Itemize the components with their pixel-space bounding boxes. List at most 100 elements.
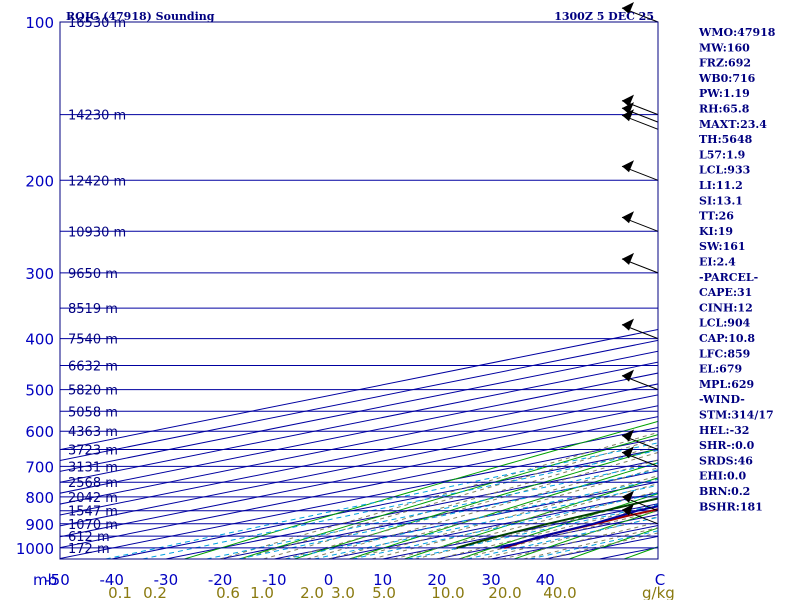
mixing-ratio-label: 20.0 xyxy=(488,584,521,600)
height-label: 1070 m xyxy=(68,518,118,533)
height-label: 9650 m xyxy=(68,267,118,282)
isotherm-line xyxy=(165,459,658,559)
sounding-index-item: SW:161 xyxy=(699,240,746,253)
height-label: 3723 m xyxy=(68,444,118,459)
sounding-index-item: EHI:0.0 xyxy=(699,470,746,483)
isotherm-line xyxy=(60,437,658,559)
isotherm-line xyxy=(60,372,658,494)
temperature-tick-label: -30 xyxy=(154,571,179,589)
sounding-index-item: WMO:47918 xyxy=(698,26,776,39)
height-label: 7540 m xyxy=(68,333,118,348)
sounding-index-item: CINH:12 xyxy=(699,301,753,314)
temperature-tick-label: 10 xyxy=(373,571,392,589)
height-label: 10930 m xyxy=(68,225,126,240)
dry-adiabat-line xyxy=(514,509,658,559)
moist-adiabat-line xyxy=(219,431,658,559)
sounding-index-item: -PARCEL- xyxy=(699,271,758,284)
sounding-index-item: TH:5648 xyxy=(699,133,753,146)
isotherm-line xyxy=(60,328,658,451)
temperature-tick-label: 30 xyxy=(482,571,501,589)
dry-adiabat-line xyxy=(569,527,658,559)
sounding-index-item: LI:11.2 xyxy=(699,179,743,192)
sounding-index-item: RH:65.8 xyxy=(699,103,750,116)
moist-adiabat-line xyxy=(285,451,658,559)
pressure-tick-label: 700 xyxy=(25,458,54,476)
wind-barb xyxy=(621,490,659,512)
sounding-index-item: L57:1.9 xyxy=(699,148,745,161)
wind-barb xyxy=(621,503,659,525)
dry-adiabat-line xyxy=(404,477,658,559)
mixing-ratio-line xyxy=(285,478,658,559)
dewpoint-profile xyxy=(456,497,658,549)
dry-adiabat-line xyxy=(294,447,658,559)
sounding-index-item: SRDS:46 xyxy=(699,454,753,467)
sounding-index-item: CAP:10.8 xyxy=(699,332,755,345)
height-label: 172 m xyxy=(68,542,110,557)
sounding-index-item: SI:13.1 xyxy=(699,194,743,207)
pressure-tick-label: 600 xyxy=(25,423,54,441)
mixing-ratio-label: 0.2 xyxy=(143,584,167,600)
height-label: 2042 m xyxy=(68,491,118,506)
mixing-ratio-line xyxy=(314,484,658,559)
sounding-index-item: HEL:-32 xyxy=(699,424,749,437)
sounding-index-item: EI:2.4 xyxy=(699,256,736,269)
sounding-index-item: BSHR:181 xyxy=(699,500,763,513)
isotherm-line xyxy=(545,535,658,559)
sounding-index-item: WB0:716 xyxy=(698,72,756,85)
wind-barb xyxy=(621,318,659,340)
pressure-tick-label: 300 xyxy=(25,265,54,283)
valid-time: 1300Z 5 DEC 25 xyxy=(554,10,654,23)
wind-barb xyxy=(621,446,659,467)
wind-barb xyxy=(621,369,659,391)
moist-adiabat-line xyxy=(350,475,658,559)
temperature-profile xyxy=(504,508,658,549)
isotherm-line xyxy=(60,350,658,472)
temperature-tick-label: 20 xyxy=(427,571,446,589)
plot-frame xyxy=(59,21,659,560)
wind-barb xyxy=(621,252,659,274)
mixing-ratio-label: 2.0 xyxy=(300,584,324,600)
wind-barb xyxy=(621,102,659,123)
pressure-tick-label: 1000 xyxy=(16,540,54,558)
height-label: 14230 m xyxy=(68,109,126,124)
wind-barb xyxy=(621,94,659,116)
temperature-tick-label: -10 xyxy=(262,571,287,589)
moist-adiabat-line xyxy=(263,444,658,559)
height-label: 16530 m xyxy=(68,16,126,31)
mixing-ratio-line xyxy=(105,442,658,559)
height-label: 5820 m xyxy=(68,384,118,399)
temperature-end-label: C xyxy=(655,571,665,589)
sounding-index-item: SHR-:0.0 xyxy=(699,439,755,452)
isotherm-line xyxy=(60,383,658,505)
pressure-tick-label: 400 xyxy=(25,331,54,349)
station-title: RQJG (47918) Sounding xyxy=(66,10,215,23)
mixing-ratio-label: 10.0 xyxy=(431,584,464,600)
isotherm-line xyxy=(491,524,658,559)
sounding-index-item: MPL:629 xyxy=(699,378,754,391)
dry-adiabat-line xyxy=(789,22,800,559)
sounding-index-item: LFC:859 xyxy=(699,347,750,360)
sounding-index-item: LCL:904 xyxy=(699,317,751,330)
sounding-index-item: KI:19 xyxy=(699,225,733,238)
wind-barb xyxy=(621,429,659,450)
wind-barb xyxy=(621,160,659,181)
sounding-index-item: MAXT:23.4 xyxy=(699,118,767,131)
wind-barb xyxy=(621,2,659,23)
mixing-ratio-line xyxy=(206,462,658,559)
height-label: 4363 m xyxy=(68,425,118,440)
isotherm-line xyxy=(60,416,658,538)
temperature-tick-label: -40 xyxy=(99,571,124,589)
sounding-index-item: STM:314/17 xyxy=(699,409,774,422)
dry-adiabat-line xyxy=(459,493,658,559)
pressure-tick-label: 100 xyxy=(25,14,54,32)
sounding-index-item: CAPE:31 xyxy=(699,286,752,299)
mixing-ratio-label: 1.0 xyxy=(250,584,274,600)
height-label: 8519 m xyxy=(68,302,118,317)
mixing-ratio-label: 40.0 xyxy=(543,584,576,600)
height-label: 612 m xyxy=(68,530,110,545)
pressure-tick-label: 900 xyxy=(25,516,54,534)
isotherm-line xyxy=(111,448,658,559)
sounding-index-item: -WIND- xyxy=(699,393,745,406)
dry-adiabat-line xyxy=(349,462,658,559)
